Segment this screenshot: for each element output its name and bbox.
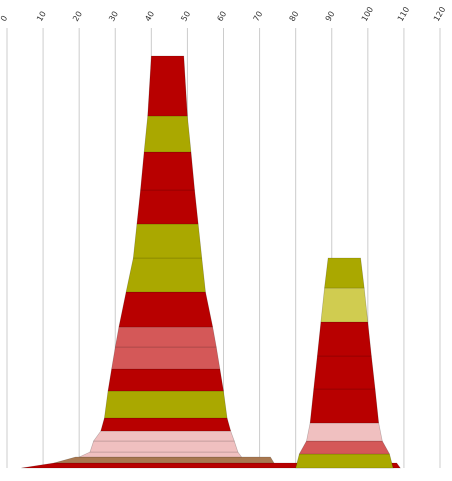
x-tick-label: 30 (107, 10, 120, 23)
x-axis-ticks: 0 10 20 30 40 50 60 70 80 90 100 110 120 (0, 5, 447, 23)
x-tick-label: 120 (432, 5, 447, 23)
x-tick-label: 80 (288, 10, 301, 23)
stack-1-segment-17 (147, 55, 188, 117)
x-tick-label: 50 (179, 10, 192, 23)
stack-1-segment-7 (104, 390, 228, 419)
stack-2-segment-5 (313, 355, 376, 390)
stack-2 (295, 257, 394, 469)
stack-2-segment-8 (324, 257, 365, 289)
stack-1-segment-6 (100, 417, 232, 432)
x-tick-label: 90 (324, 10, 337, 23)
stack-1-segment-4 (89, 440, 239, 453)
x-tick-label: 20 (71, 10, 84, 23)
stack-2-segment-3 (306, 422, 383, 442)
x-tick-label: 70 (252, 10, 265, 23)
stack-1-segment-3 (79, 451, 243, 458)
stack-1-segment-2 (53, 456, 275, 464)
stack-1-segment-15 (140, 151, 195, 191)
stack-2-segment-1 (295, 453, 394, 469)
stack-2-segment-4 (309, 388, 380, 424)
stack-1-segment-14 (136, 189, 199, 225)
stack-1-segment-8 (107, 368, 224, 392)
x-tick-label: 10 (35, 10, 48, 23)
x-tick-label: 0 (0, 14, 9, 23)
stack-2-segment-6 (316, 321, 372, 357)
stacks (21, 55, 401, 469)
x-tick-label: 110 (396, 5, 411, 23)
stack-1-segment-13 (132, 223, 203, 259)
x-tick-label: 100 (360, 5, 375, 23)
stack-1-segment-9 (111, 346, 221, 370)
stack-1-segment-16 (143, 115, 192, 153)
stack-1-segment-10 (114, 326, 217, 348)
stack-2-segment-2 (298, 440, 391, 455)
stack-1-segment-5 (93, 430, 235, 442)
x-tick-label: 60 (215, 10, 228, 23)
x-tick-label: 40 (143, 10, 156, 23)
stack-2-segment-7 (320, 287, 369, 323)
stack-1-segment-11 (118, 291, 214, 328)
stack-1-segment-12 (125, 257, 206, 293)
